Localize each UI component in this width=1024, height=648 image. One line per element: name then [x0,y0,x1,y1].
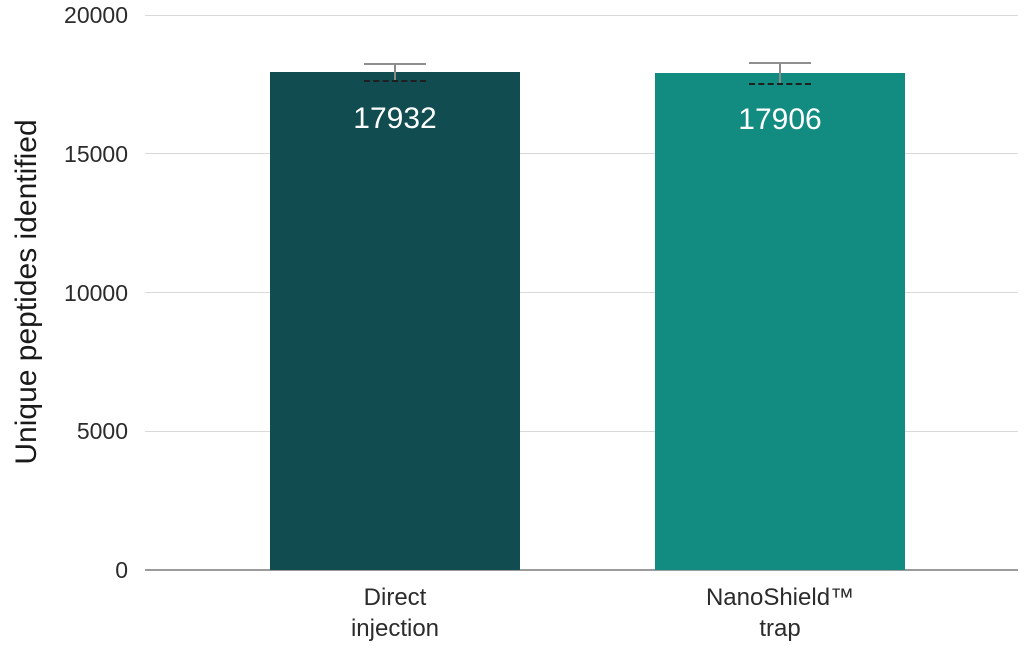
y-tick-label: 0 [115,557,128,583]
error-bar-cap-top [749,61,811,64]
bar-nanoshield-trap [655,73,905,570]
error-bar-line [779,62,781,84]
gridline [145,430,1018,432]
bar-value-label: 17906 [738,103,822,137]
y-tick-label: 5000 [76,418,128,445]
gridline [145,292,1018,293]
y-tick-label: 20000 [64,2,128,28]
x-axis-line [145,569,1018,571]
error-bar-cap-bottom [749,82,811,85]
gridline [145,153,1018,155]
x-tick-label: NanoShield™ trap [705,584,855,642]
y-tick-label: 15000 [64,140,128,167]
error-bar-cap-top [364,63,426,66]
bar-value-label: 17932 [353,102,437,136]
gridline [145,14,1018,16]
y-tick-label: 10000 [64,279,128,306]
bar-direct-injection [270,72,520,570]
error-bar-cap-bottom [364,79,426,82]
error-bar-line [394,64,396,81]
x-tick-label: Direct injection [350,584,440,642]
